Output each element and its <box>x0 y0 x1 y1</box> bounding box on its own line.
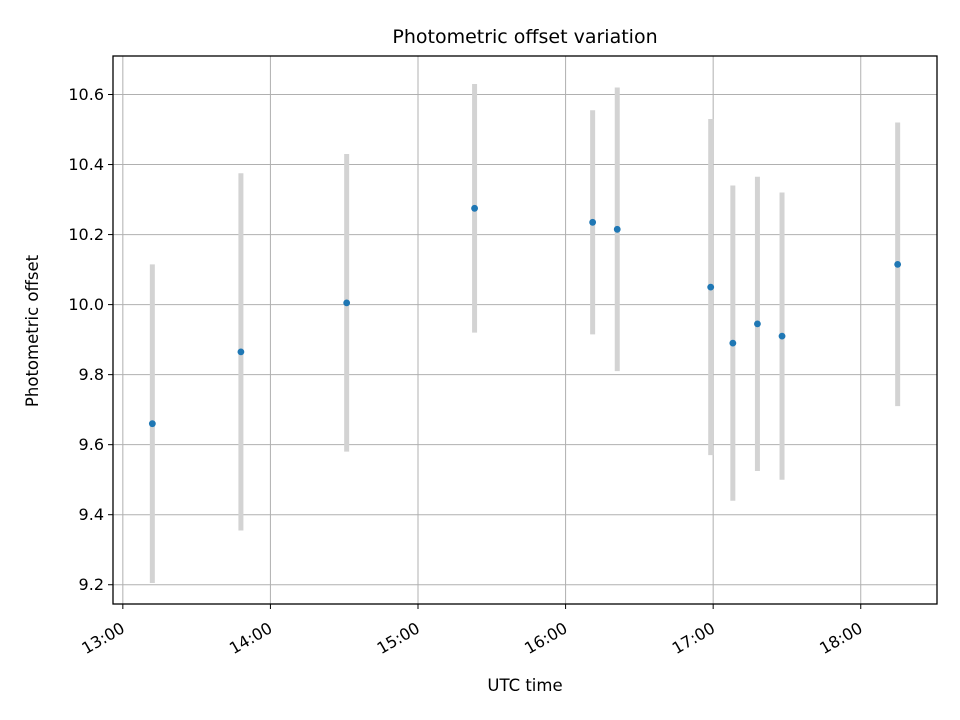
data-point <box>237 348 245 356</box>
data-point <box>148 420 156 428</box>
data-point <box>729 339 737 347</box>
chart-title: Photometric offset variation <box>392 26 657 48</box>
y-tick-label: 10.0 <box>68 295 104 314</box>
data-point <box>343 299 351 307</box>
data-point <box>707 283 715 291</box>
y-tick-label: 9.8 <box>79 365 104 384</box>
data-point <box>754 320 761 328</box>
y-tick-label: 10.4 <box>68 155 104 174</box>
data-point <box>589 218 597 226</box>
data-point <box>613 225 621 233</box>
y-tick-label: 9.6 <box>79 435 104 454</box>
data-point <box>778 332 786 340</box>
y-tick-label: 10.6 <box>68 85 104 104</box>
data-points <box>148 204 902 428</box>
data-point <box>894 260 902 268</box>
y-tick-label: 10.2 <box>68 225 104 244</box>
y-tick-label: 9.2 <box>79 575 104 594</box>
plot-frame <box>112 55 938 605</box>
y-axis-title: Photometric offset <box>23 254 42 407</box>
x-axis-title: UTC time <box>487 676 562 695</box>
y-tick-label: 9.4 <box>79 505 104 524</box>
data-point <box>471 204 478 212</box>
